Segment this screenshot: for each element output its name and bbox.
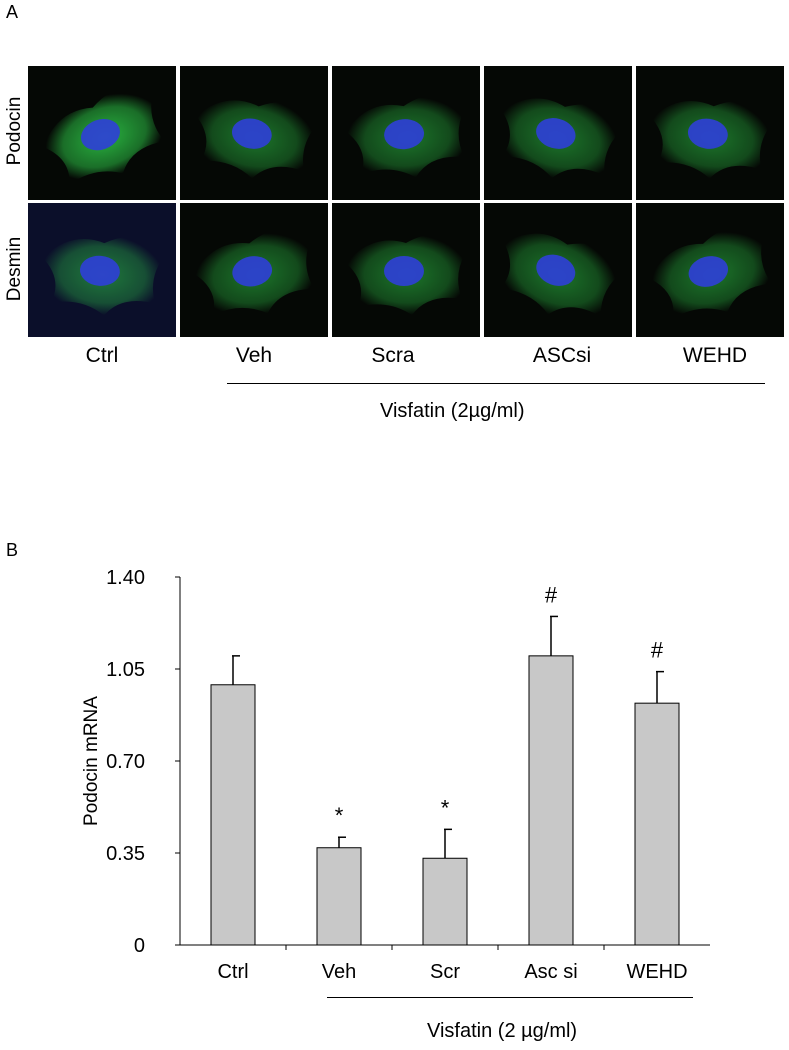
- bar-ctrl: [210, 684, 256, 946]
- significance-marker: *: [335, 803, 344, 828]
- significance-marker: #: [545, 582, 558, 607]
- bar-wehd: [634, 702, 680, 946]
- group-line-a: [227, 383, 765, 384]
- x-tick-label: Veh: [322, 961, 356, 983]
- col-label-ctrl: Ctrl: [85, 344, 119, 367]
- x-tick-label: Ctrl: [217, 961, 248, 983]
- micrograph-podocin-ascsi: [484, 66, 632, 200]
- group-label-a: Visfatin (2µg/ml): [380, 400, 525, 422]
- panel-b-label: B: [6, 540, 19, 560]
- bar-asc-si: [528, 655, 574, 946]
- row-label-podocin: Podocin: [4, 96, 25, 166]
- y-tick-label: 0.70: [106, 751, 145, 773]
- micrograph-podocin-wehd: [636, 66, 784, 200]
- significance-marker: #: [651, 638, 664, 663]
- row-label-desmin: Desmin: [4, 236, 25, 302]
- col-label-veh: Veh: [235, 344, 273, 367]
- x-tick-label: Asc si: [524, 961, 577, 983]
- significance-marker: *: [441, 795, 450, 820]
- y-tick-label: 1.05: [106, 659, 145, 681]
- group-line-b: [327, 997, 693, 998]
- col-label-ascsi: ASCsi: [532, 344, 592, 367]
- bar-scr: [422, 857, 468, 946]
- micrograph-desmin-veh: [180, 203, 328, 337]
- bar-veh: [316, 847, 362, 946]
- y-tick-label: 0: [134, 935, 145, 957]
- micrograph-desmin-scra: [332, 203, 480, 337]
- x-tick-label: WEHD: [626, 961, 687, 983]
- micrograph-podocin-scra: [332, 66, 480, 200]
- panel-a-label: A: [6, 2, 19, 22]
- y-tick-label: 0.35: [106, 843, 145, 865]
- micrograph-desmin-ctrl: [28, 203, 176, 337]
- micrograph-podocin-veh: [180, 66, 328, 200]
- y-tick-label: 1.40: [106, 567, 145, 589]
- micrograph-desmin-ascsi: [484, 203, 632, 337]
- group-label-b: Visfatin (2 µg/ml): [427, 1020, 578, 1042]
- micrograph-desmin-wehd: [636, 203, 784, 337]
- y-axis-label: Podocin mRNA: [81, 696, 102, 826]
- podocin-bar-chart: 0 0.35 0.70 1.05 1.40 Podocin mRNA Ctrl Veh * Scr…: [81, 567, 710, 983]
- micrograph-podocin-ctrl: [28, 66, 176, 200]
- col-label-wehd: WEHD: [682, 344, 748, 367]
- x-tick-label: Scr: [430, 961, 460, 983]
- col-label-scra: Scra: [371, 344, 415, 367]
